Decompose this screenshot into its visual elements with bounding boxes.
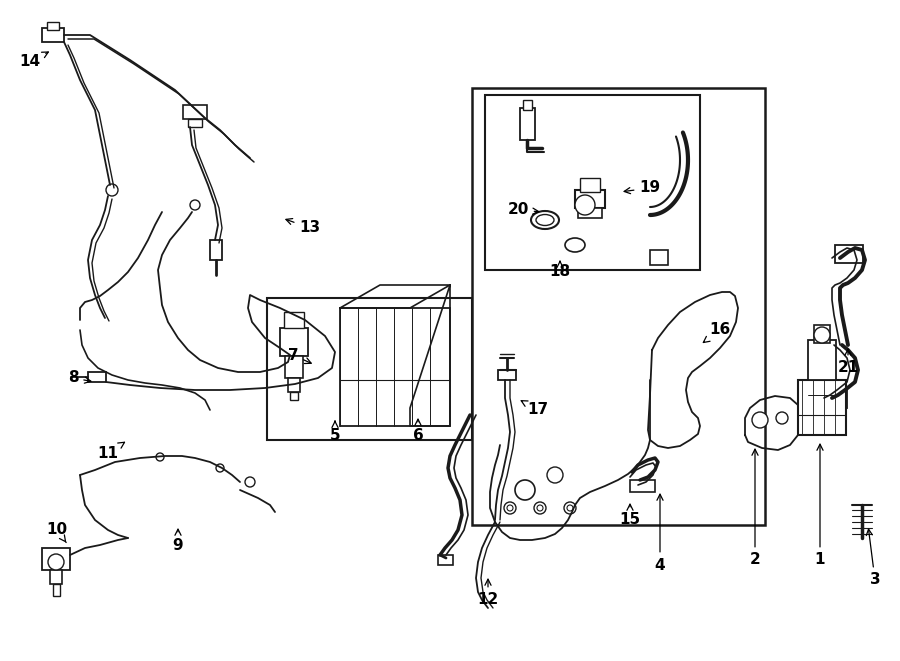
Bar	[53, 584, 60, 596]
Text: 10: 10	[47, 522, 68, 543]
Bar	[630, 480, 655, 492]
Text: 12: 12	[477, 579, 499, 607]
Bar	[284, 312, 304, 328]
Circle shape	[547, 467, 563, 483]
Text: 20: 20	[508, 202, 539, 217]
Circle shape	[776, 412, 788, 424]
Bar	[188, 119, 202, 127]
Bar	[498, 370, 516, 380]
Bar	[580, 178, 600, 192]
Text: 14: 14	[20, 52, 49, 69]
Circle shape	[504, 502, 516, 514]
Bar	[210, 240, 222, 260]
Bar	[835, 245, 863, 263]
Bar	[267, 298, 472, 440]
Bar	[42, 28, 64, 42]
Bar	[285, 356, 303, 378]
Text: 9: 9	[173, 529, 184, 553]
Circle shape	[190, 200, 200, 210]
Text: 21: 21	[837, 349, 859, 375]
Bar	[183, 105, 207, 119]
Bar	[290, 392, 298, 400]
Circle shape	[507, 505, 513, 511]
Text: 2: 2	[750, 449, 760, 568]
Text: 11: 11	[97, 442, 124, 461]
Text: 19: 19	[624, 180, 661, 196]
Circle shape	[567, 505, 573, 511]
Circle shape	[48, 554, 64, 570]
Bar	[472, 88, 765, 525]
Circle shape	[106, 184, 118, 196]
Text: 16: 16	[703, 323, 731, 342]
Bar	[578, 208, 602, 218]
Bar	[650, 250, 668, 265]
Text: 3: 3	[867, 529, 880, 588]
Bar	[50, 570, 62, 584]
Circle shape	[564, 502, 576, 514]
Text: 17: 17	[521, 401, 549, 418]
Bar	[280, 328, 308, 356]
Circle shape	[245, 477, 255, 487]
Bar	[288, 378, 300, 392]
Ellipse shape	[531, 211, 559, 229]
Bar	[523, 100, 532, 110]
Circle shape	[534, 502, 546, 514]
Text: 13: 13	[286, 219, 320, 235]
Circle shape	[515, 480, 535, 500]
Text: 18: 18	[549, 261, 571, 280]
Text: 6: 6	[412, 419, 423, 442]
Bar	[47, 22, 59, 30]
Circle shape	[752, 412, 768, 428]
Bar	[340, 308, 450, 426]
Bar	[798, 380, 846, 435]
Circle shape	[156, 453, 164, 461]
Text: 15: 15	[619, 504, 641, 527]
Ellipse shape	[565, 238, 585, 252]
Circle shape	[537, 505, 543, 511]
Bar	[825, 390, 847, 408]
Circle shape	[216, 464, 224, 472]
Circle shape	[575, 195, 595, 215]
Circle shape	[814, 327, 830, 343]
Text: 4: 4	[654, 494, 665, 572]
Text: 7: 7	[288, 348, 311, 364]
Bar	[520, 108, 535, 140]
Bar	[814, 325, 830, 343]
Bar	[575, 190, 605, 208]
Bar	[88, 372, 106, 382]
Bar	[42, 548, 70, 570]
Text: 8: 8	[68, 371, 91, 385]
Bar	[438, 555, 453, 565]
Text: 5: 5	[329, 421, 340, 442]
Bar	[808, 340, 836, 380]
Text: 1: 1	[814, 444, 825, 568]
Ellipse shape	[536, 215, 554, 225]
Bar	[485, 95, 700, 270]
